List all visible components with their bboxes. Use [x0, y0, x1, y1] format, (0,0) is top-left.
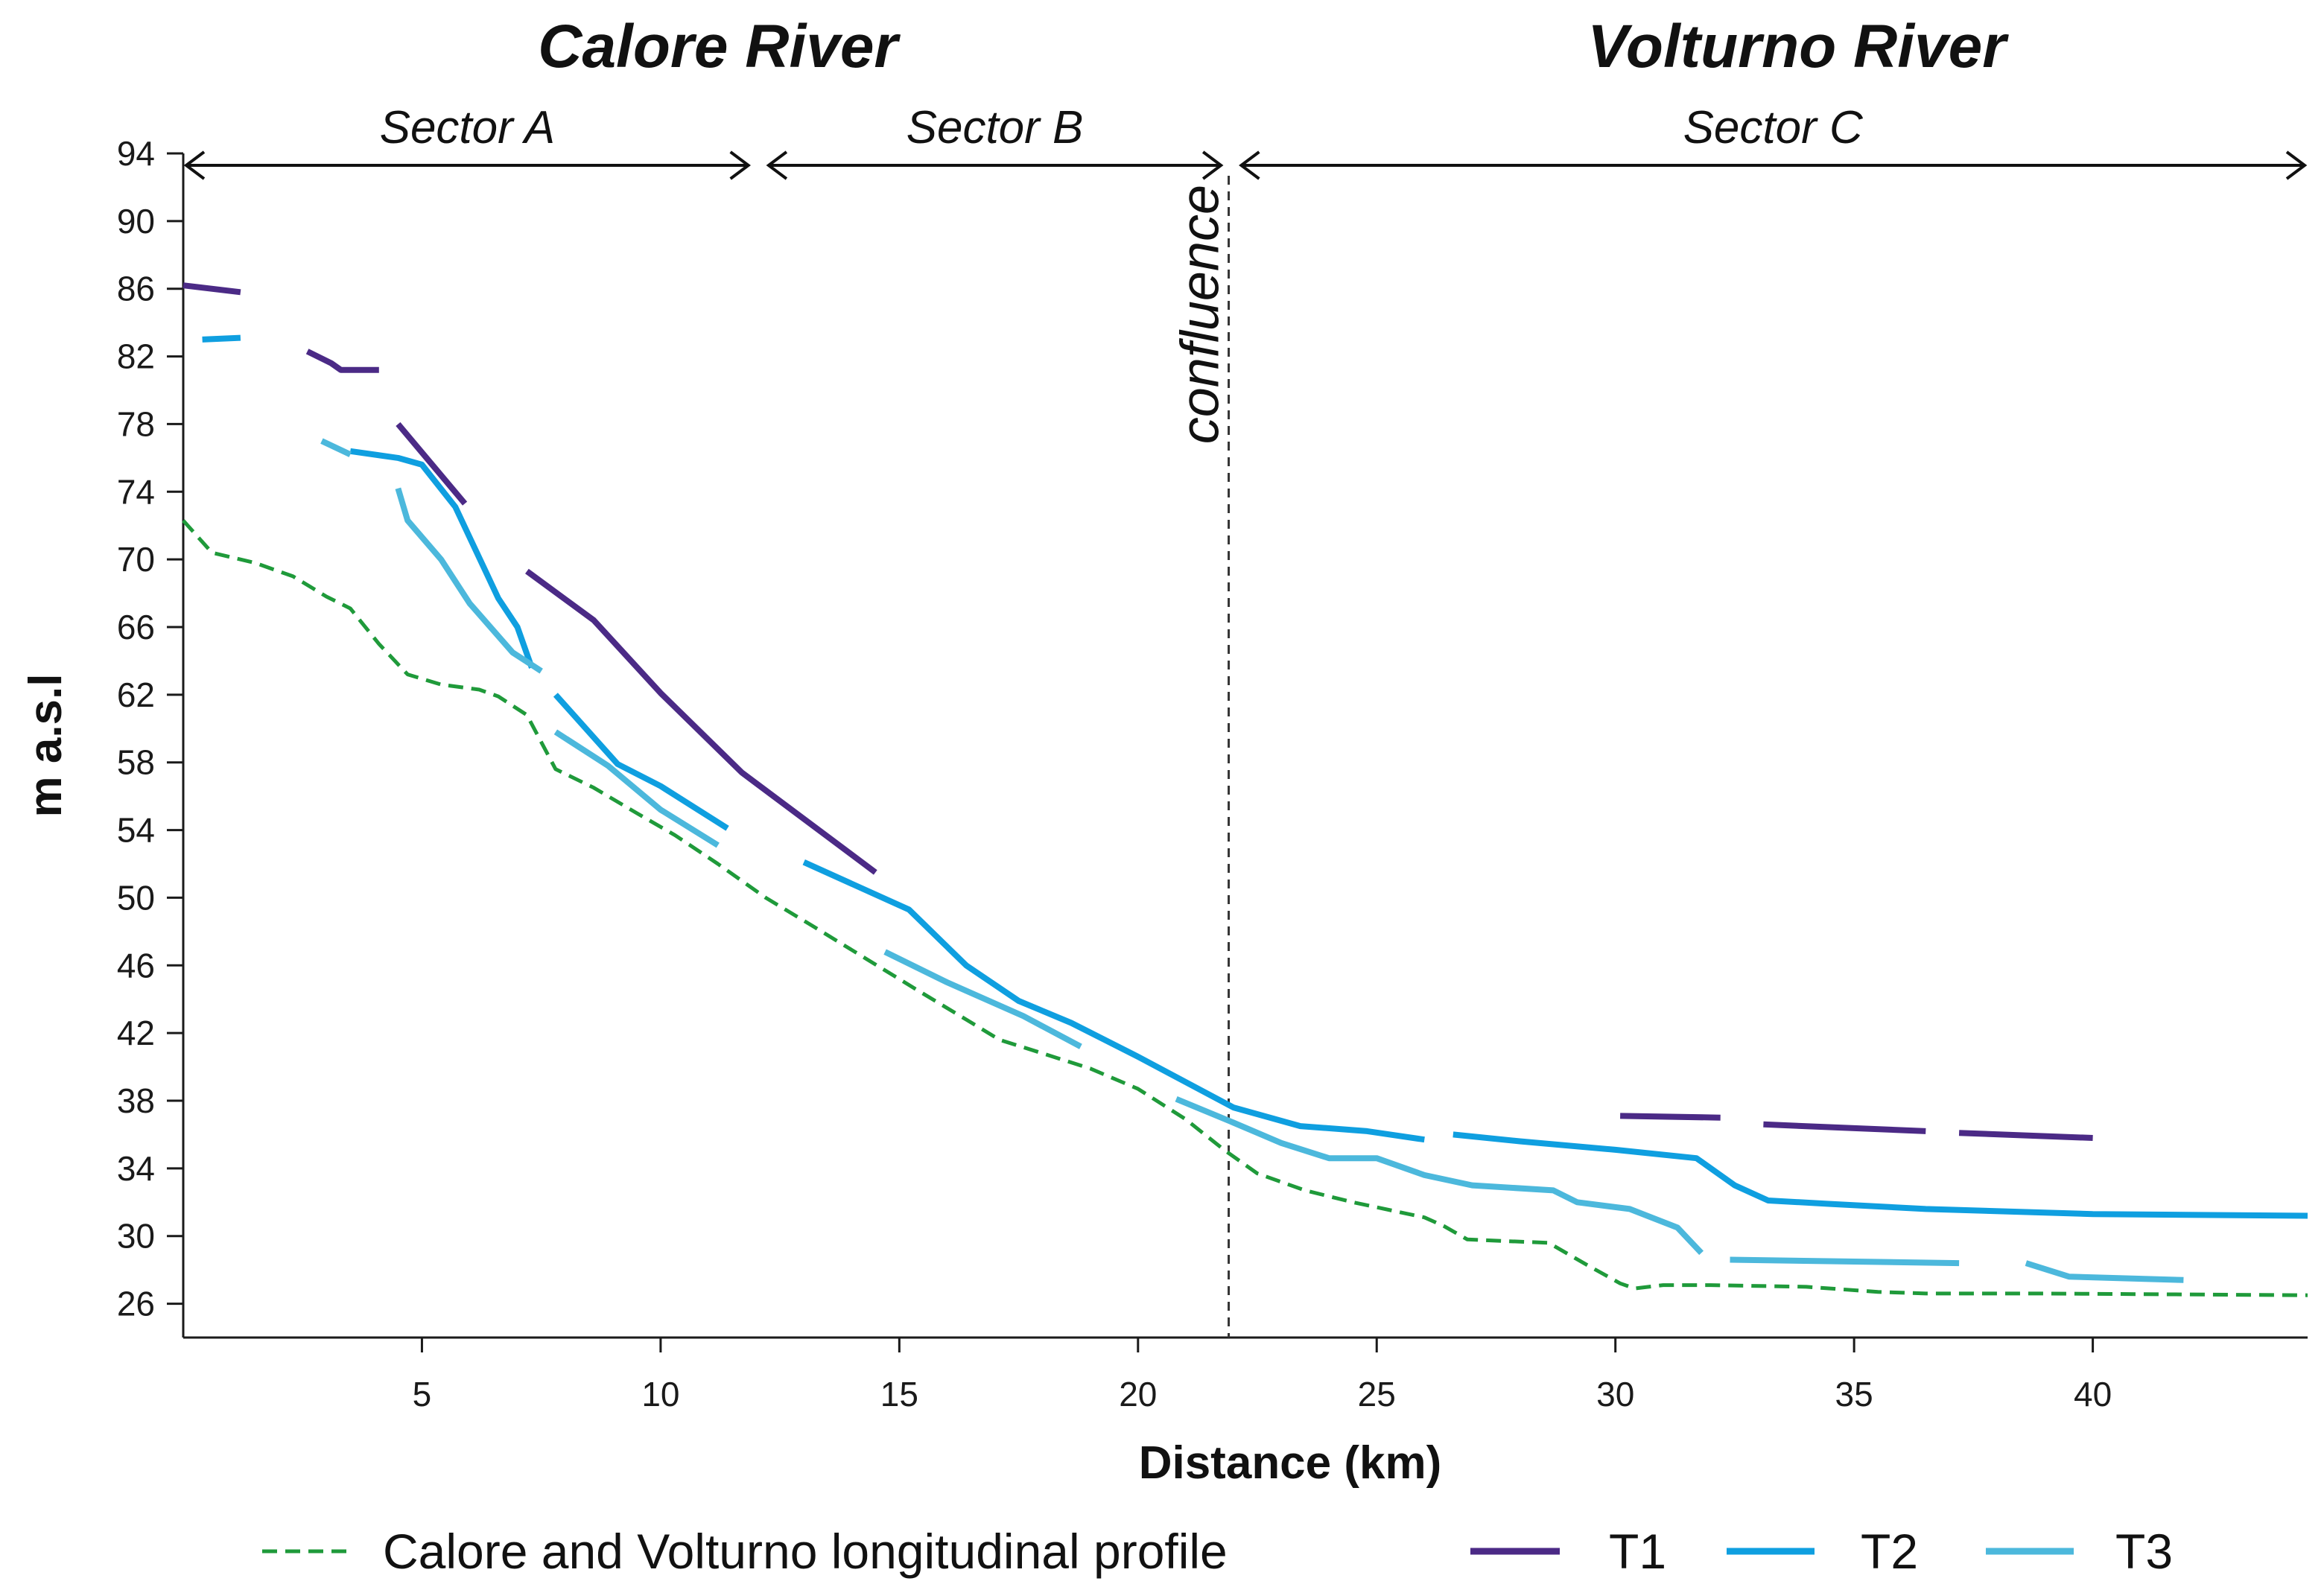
y-tick-label: 30 [117, 1217, 155, 1256]
y-tick-label: 42 [117, 1014, 155, 1052]
sector-arrowhead-right [2285, 150, 2308, 180]
series-line-segment [1620, 1113, 1721, 1121]
sector-arrowhead-right [729, 150, 752, 180]
series-line-segment [1175, 1096, 1704, 1256]
legend-label: T2 [1861, 1524, 1918, 1579]
axes-layer [182, 153, 2308, 1339]
series-line-segment [553, 729, 720, 848]
series-line-segment [396, 422, 468, 506]
y-tick-label: 34 [117, 1149, 155, 1188]
y-tick-label: 94 [117, 134, 155, 173]
series-line-segment [525, 568, 877, 875]
y-tick-label: 66 [117, 608, 155, 646]
series-line-segment [202, 334, 241, 343]
x-tick-label: 35 [1835, 1375, 1873, 1413]
river-title: Volturno River [1587, 13, 2009, 80]
x-tick-label: 40 [2074, 1375, 2112, 1413]
sector-label: Sector C [1683, 102, 1864, 153]
confluence-label: confluence [1171, 185, 1231, 444]
y-tick-label: 46 [117, 946, 155, 985]
y-tick-label: 54 [117, 811, 155, 850]
series-line-segment [553, 693, 729, 831]
ticks-layer: 26 30 34 38 42 46 50 54 58 62 66 70 74 78 82 86 90 94 5 10 1… [117, 134, 2112, 1413]
x-tick-label: 20 [1119, 1375, 1157, 1413]
x-tick-label: 10 [641, 1375, 679, 1413]
series-t3 [320, 438, 2184, 1283]
series-line-segment [182, 282, 241, 296]
series-line-segment [320, 438, 352, 457]
y-tick-label: 90 [117, 202, 155, 241]
series-line-segment [1452, 1131, 2308, 1219]
series-line-segment [395, 487, 543, 674]
x-tick-label: 5 [413, 1375, 432, 1413]
y-tick-label: 26 [117, 1285, 155, 1323]
x-tick-label: 15 [880, 1375, 918, 1413]
y-tick-label: 38 [117, 1081, 155, 1120]
sector-arrowhead-left [183, 150, 206, 180]
series-t2 [202, 334, 2308, 1219]
series-profile [182, 519, 2308, 1297]
series-line-segment [883, 949, 1082, 1049]
legend-label: T1 [1609, 1524, 1666, 1579]
river-title: Calore River [538, 13, 901, 80]
y-axis-title: m a.s.l [20, 674, 72, 818]
series-line-segment [2025, 1260, 2184, 1283]
legend-label: T3 [2115, 1524, 2173, 1579]
legend: Calore and Volturno longitudinal profile… [262, 1524, 2173, 1579]
x-tick-label: 25 [1358, 1375, 1396, 1413]
sectors-layer: Sector A Sector B Sector C [183, 102, 2308, 180]
x-tick-label: 30 [1596, 1375, 1634, 1413]
series-layer [182, 282, 2308, 1297]
series-line-segment [1730, 1256, 1960, 1267]
sector-label: Sector B [907, 102, 1084, 153]
sector-label: Sector A [380, 102, 555, 153]
y-tick-label: 58 [117, 743, 155, 782]
series-line-segment [1958, 1130, 2093, 1141]
x-axis-title: Distance (km) [1139, 1437, 1442, 1489]
y-tick-label: 86 [117, 270, 155, 308]
confluence-layer: confluence [1171, 176, 1231, 1338]
y-tick-label: 82 [117, 337, 155, 376]
y-tick-label: 50 [117, 878, 155, 917]
sector-arrowhead-left [1239, 150, 1260, 180]
series-line-segment [802, 859, 1425, 1143]
series-line-segment [349, 448, 535, 669]
y-tick-label: 62 [117, 675, 155, 714]
series-line-segment [182, 519, 2308, 1297]
series-t1 [182, 282, 2093, 1141]
y-tick-label: 74 [117, 472, 155, 511]
legend-label: Calore and Volturno longitudinal profile [383, 1524, 1228, 1579]
sector-arrowhead-left [766, 150, 788, 180]
titles-layer: Calore River Volturno River [538, 13, 2009, 80]
y-tick-label: 78 [117, 404, 155, 443]
sector-arrowhead-right [1201, 150, 1224, 180]
series-line-segment [1763, 1121, 1926, 1134]
y-tick-label: 70 [117, 540, 155, 579]
series-line-segment [305, 349, 379, 373]
